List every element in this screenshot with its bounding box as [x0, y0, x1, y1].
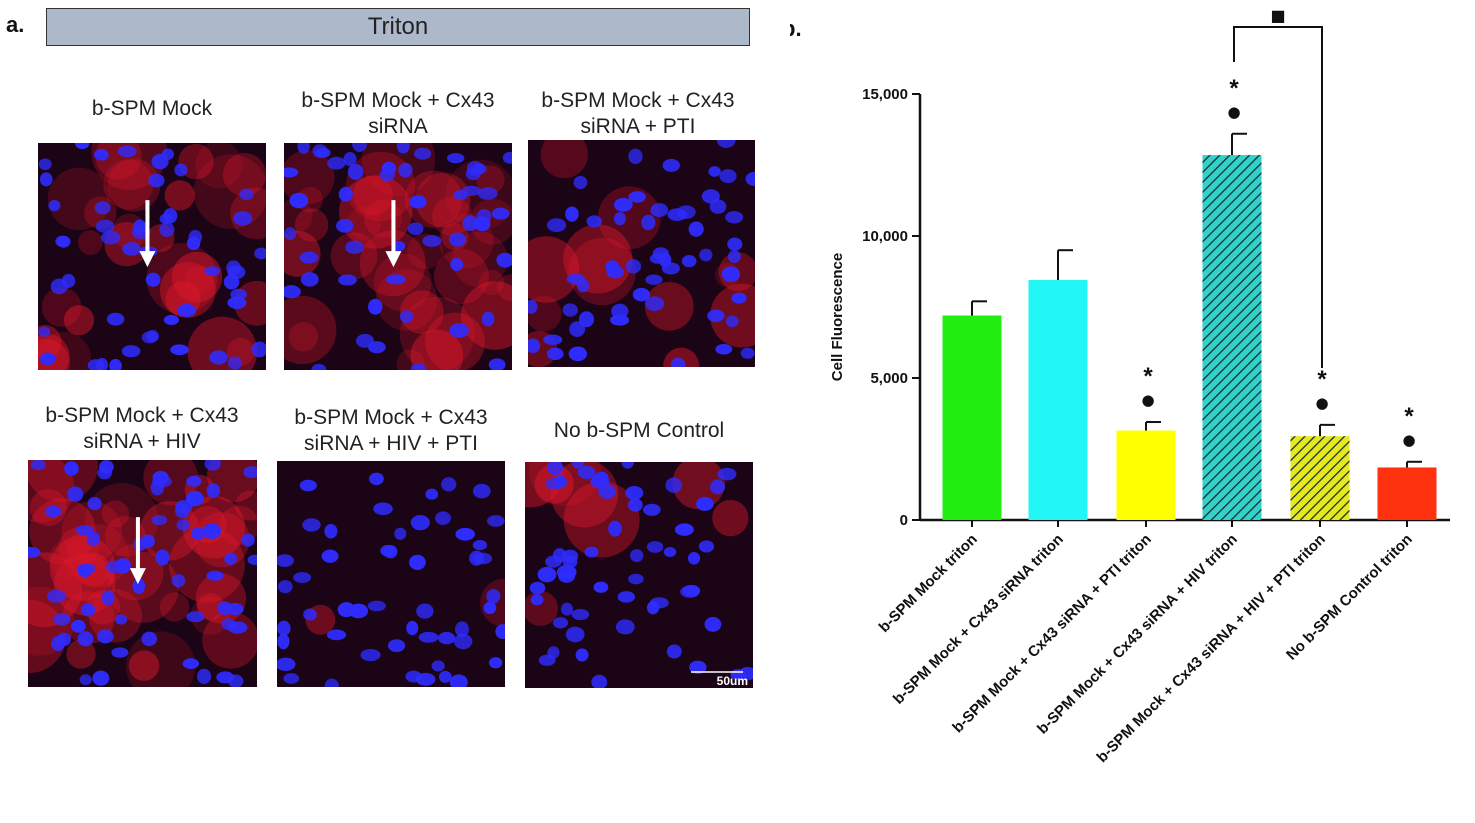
- error-bar: [1406, 460, 1422, 468]
- bar: [1377, 467, 1437, 520]
- y-tick-label: 10,000: [862, 228, 908, 245]
- y-tick-label: 0: [900, 512, 908, 529]
- error-bar: [1231, 132, 1247, 156]
- significance-dot: ●: [1141, 391, 1154, 409]
- image-title-4: b-SPM Mock + Cx43 siRNA + HIV: [45, 404, 239, 453]
- y-tick-label: 5,000: [870, 370, 908, 387]
- bar: [1202, 155, 1262, 520]
- scale-bar-label: 50um: [717, 674, 748, 688]
- white-arrow-icon: [139, 200, 156, 268]
- significance-star: *: [1317, 366, 1327, 393]
- micrograph-cx43-sirna-hiv-pti: [277, 461, 505, 687]
- error-bar: [971, 300, 987, 316]
- panel-b-letter: b.: [790, 16, 802, 41]
- bar: [942, 315, 1002, 520]
- image-title-2: b-SPM Mock + Cx43 siRNA: [301, 89, 495, 138]
- image-title-1: b-SPM Mock: [91, 97, 213, 120]
- significance-bracket: ■: [1233, 6, 1323, 368]
- significance-dot: ●: [1402, 431, 1415, 449]
- bar: [1290, 436, 1350, 520]
- white-arrow-icon: [129, 517, 146, 585]
- significance-star: *: [1229, 75, 1239, 102]
- white-arrow-icon: [385, 200, 402, 268]
- bracket-marker: ■: [1270, 6, 1285, 25]
- error-bar: [1057, 249, 1073, 281]
- y-tick-label: 15,000: [862, 86, 908, 103]
- significance-star: *: [1404, 403, 1414, 430]
- x-tick-label: b-SPM Mock + Cx43 siRNA + PTI triton: [949, 531, 1155, 737]
- image-title-6: No b-SPM Control: [553, 419, 725, 442]
- bar: [1116, 430, 1176, 520]
- panel-a-letter: a.: [6, 12, 25, 37]
- significance-dot: ●: [1227, 103, 1240, 121]
- error-bar: [1145, 421, 1161, 431]
- micrograph-cx43-sirna: [284, 143, 512, 370]
- image-title-3: b-SPM Mock + Cx43 siRNA + PTI: [541, 89, 735, 138]
- y-axis-label: Cell Fluorescence: [829, 253, 846, 381]
- x-tick-label: b-SPM Mock + Cx43 siRNA + HIV triton: [1034, 531, 1241, 738]
- significance-dot: ●: [1315, 394, 1328, 412]
- micrograph-cx43-sirna-hiv: [28, 460, 257, 687]
- significance-star: *: [1143, 363, 1153, 390]
- triton-header: Triton: [46, 8, 750, 46]
- image-title-5: b-SPM Mock + Cx43 siRNA + HIV + PTI: [294, 406, 488, 455]
- bar-chart: b. 0 5,000 10,000 15,000 Cell Fluorescence b-S…: [790, 6, 1450, 766]
- micrograph-cx43-sirna-pti: [528, 140, 755, 367]
- micrograph-b-spm-mock: [38, 143, 266, 370]
- scale-bar: 50um: [691, 671, 748, 688]
- bar: [1028, 280, 1088, 520]
- x-tick-label: b-SPM Mock + Cx43 siRNA triton: [890, 531, 1067, 708]
- micrograph-no-b-spm-control: 50um: [525, 462, 753, 688]
- error-bar: [1319, 423, 1335, 437]
